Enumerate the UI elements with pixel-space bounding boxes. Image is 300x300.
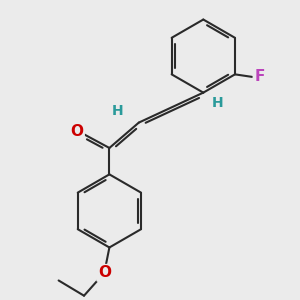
Text: O: O xyxy=(98,266,111,280)
Text: F: F xyxy=(254,69,265,84)
Text: H: H xyxy=(112,104,123,118)
Text: H: H xyxy=(212,96,223,110)
Text: O: O xyxy=(70,124,83,139)
